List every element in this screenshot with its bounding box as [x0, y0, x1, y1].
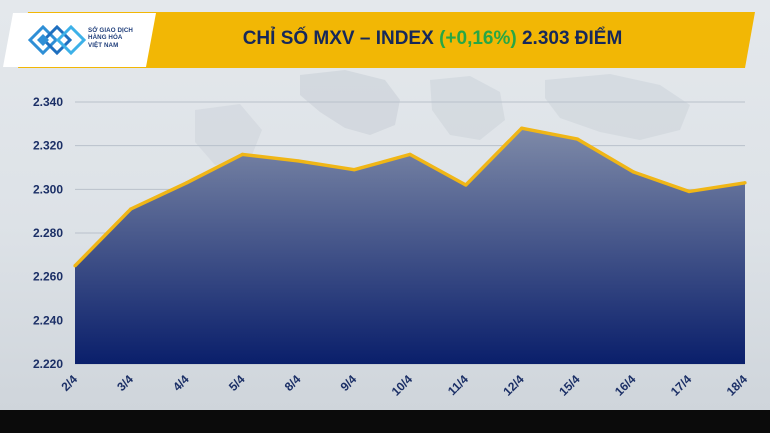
x-tick-label: 2/4: [58, 372, 80, 394]
y-tick-label: 2.220: [33, 357, 63, 371]
title-prefix: CHỈ SỐ MXV – INDEX: [242, 28, 434, 49]
logo-mark-icon: [27, 24, 87, 56]
y-tick-label: 2.280: [33, 226, 63, 240]
data-point: [743, 181, 747, 185]
x-tick-label: 3/4: [114, 372, 136, 394]
x-tick-label: 17/4: [668, 372, 695, 399]
x-tick-label: 10/4: [389, 372, 416, 399]
banner-background: [18, 12, 755, 68]
y-tick-label: 2.260: [33, 270, 63, 284]
x-tick-label: 8/4: [282, 372, 304, 394]
data-point: [520, 126, 524, 130]
chart-title: CHỈ SỐ MXV – INDEX (+0,16%) 2.303 ĐIỂM: [160, 24, 705, 54]
y-tick-label: 2.300: [33, 182, 63, 196]
data-point: [408, 152, 412, 156]
x-tick-label: 15/4: [556, 372, 583, 399]
y-axis-ticks: 2.220 2.240 2.260 2.280 2.300 2.320 2.340: [33, 95, 63, 371]
data-point: [129, 207, 133, 211]
title-change: (+0,16%): [439, 28, 517, 49]
data-point: [73, 264, 77, 268]
logo-background: [3, 13, 156, 67]
logo-text: SỞ GIAO DỊCH HÀNG HÓA VIỆT NAM: [88, 27, 154, 49]
x-tick-label: 12/4: [500, 372, 527, 399]
data-point: [575, 137, 580, 141]
logo: [13, 13, 155, 67]
data-point: [631, 170, 635, 174]
data-point: [464, 183, 468, 187]
y-tick-label: 2.340: [33, 95, 63, 109]
x-tick-label: 9/4: [338, 372, 360, 394]
title-value: 2.303 ĐIỂM: [521, 28, 623, 49]
data-point: [687, 189, 691, 194]
x-tick-label: 4/4: [170, 372, 192, 394]
chart-plot: 2.220 2.240 2.260 2.280 2.300 2.320 2.340 2/4 3…: [33, 95, 750, 399]
area-fill: [75, 128, 745, 364]
logo-line-1: SỞ GIAO DỊCH: [88, 27, 133, 34]
data-point: [240, 152, 245, 156]
data-point: [185, 181, 189, 185]
title-banner: [3, 12, 755, 68]
logo-line-2: HÀNG HÓA: [88, 34, 123, 42]
x-tick-label: 18/4: [724, 372, 751, 399]
x-tick-label: 11/4: [445, 372, 471, 398]
data-point: [352, 168, 356, 172]
y-tick-label: 2.320: [33, 139, 63, 153]
x-tick-label: 5/4: [226, 372, 248, 394]
data-points: [73, 126, 747, 268]
logo-line-3: VIỆT NAM: [88, 41, 119, 49]
x-axis-ticks: 2/4 3/4 4/4 5/4 8/4 9/4 10/4 11/4 12/4 15/4 16/4 17…: [58, 372, 750, 399]
data-point: [296, 159, 300, 163]
x-tick-label: 16/4: [612, 372, 639, 399]
bottom-bar: [0, 410, 770, 433]
y-tick-label: 2.240: [33, 313, 63, 327]
